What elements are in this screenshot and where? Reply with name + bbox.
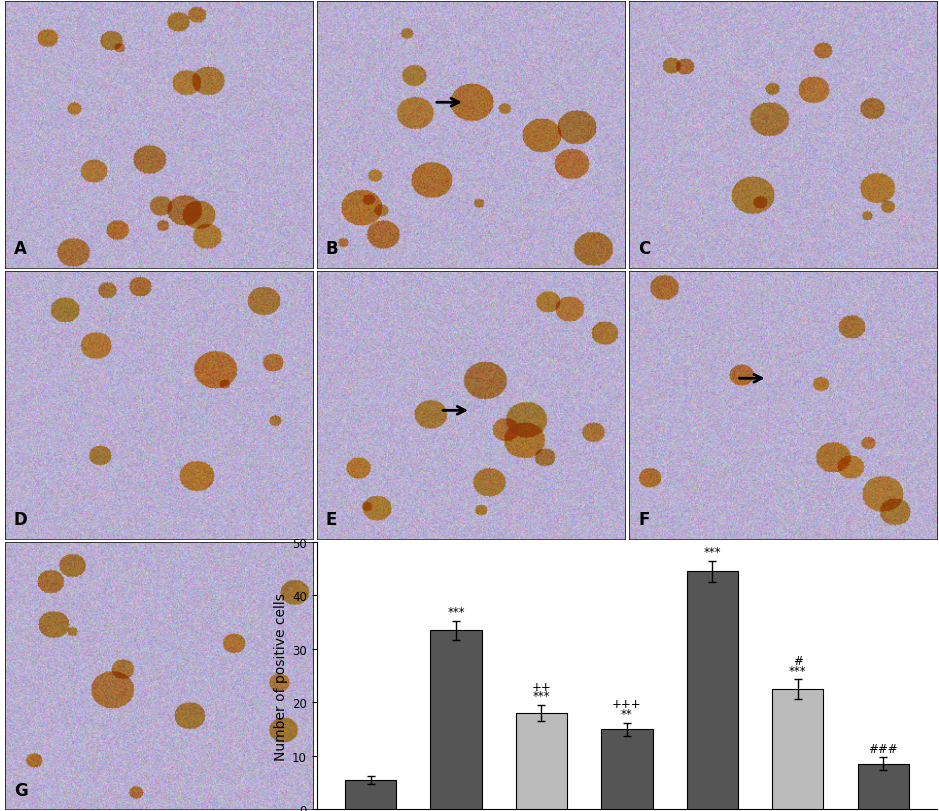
- Bar: [686, 572, 738, 809]
- Bar: [430, 630, 482, 809]
- Text: ***: ***: [789, 664, 807, 677]
- Text: ++: ++: [531, 680, 551, 693]
- Text: +++: +++: [612, 697, 641, 710]
- Text: D: D: [14, 510, 27, 529]
- Text: F: F: [638, 510, 650, 529]
- Text: C: C: [638, 240, 651, 258]
- Bar: [857, 764, 909, 809]
- Text: E: E: [326, 510, 337, 529]
- Text: #: #: [793, 654, 803, 667]
- Text: A: A: [14, 240, 27, 258]
- Bar: [772, 689, 824, 809]
- Text: G: G: [14, 781, 27, 799]
- Bar: [516, 713, 567, 809]
- Text: ***: ***: [447, 605, 465, 618]
- Text: ###: ###: [869, 742, 898, 755]
- Text: ***: ***: [703, 545, 721, 558]
- Bar: [601, 729, 653, 809]
- Y-axis label: Number of positive cells: Number of positive cells: [274, 592, 288, 760]
- Bar: [345, 780, 396, 809]
- Text: **: **: [621, 707, 633, 720]
- Text: ***: ***: [532, 689, 550, 702]
- Text: B: B: [326, 240, 339, 258]
